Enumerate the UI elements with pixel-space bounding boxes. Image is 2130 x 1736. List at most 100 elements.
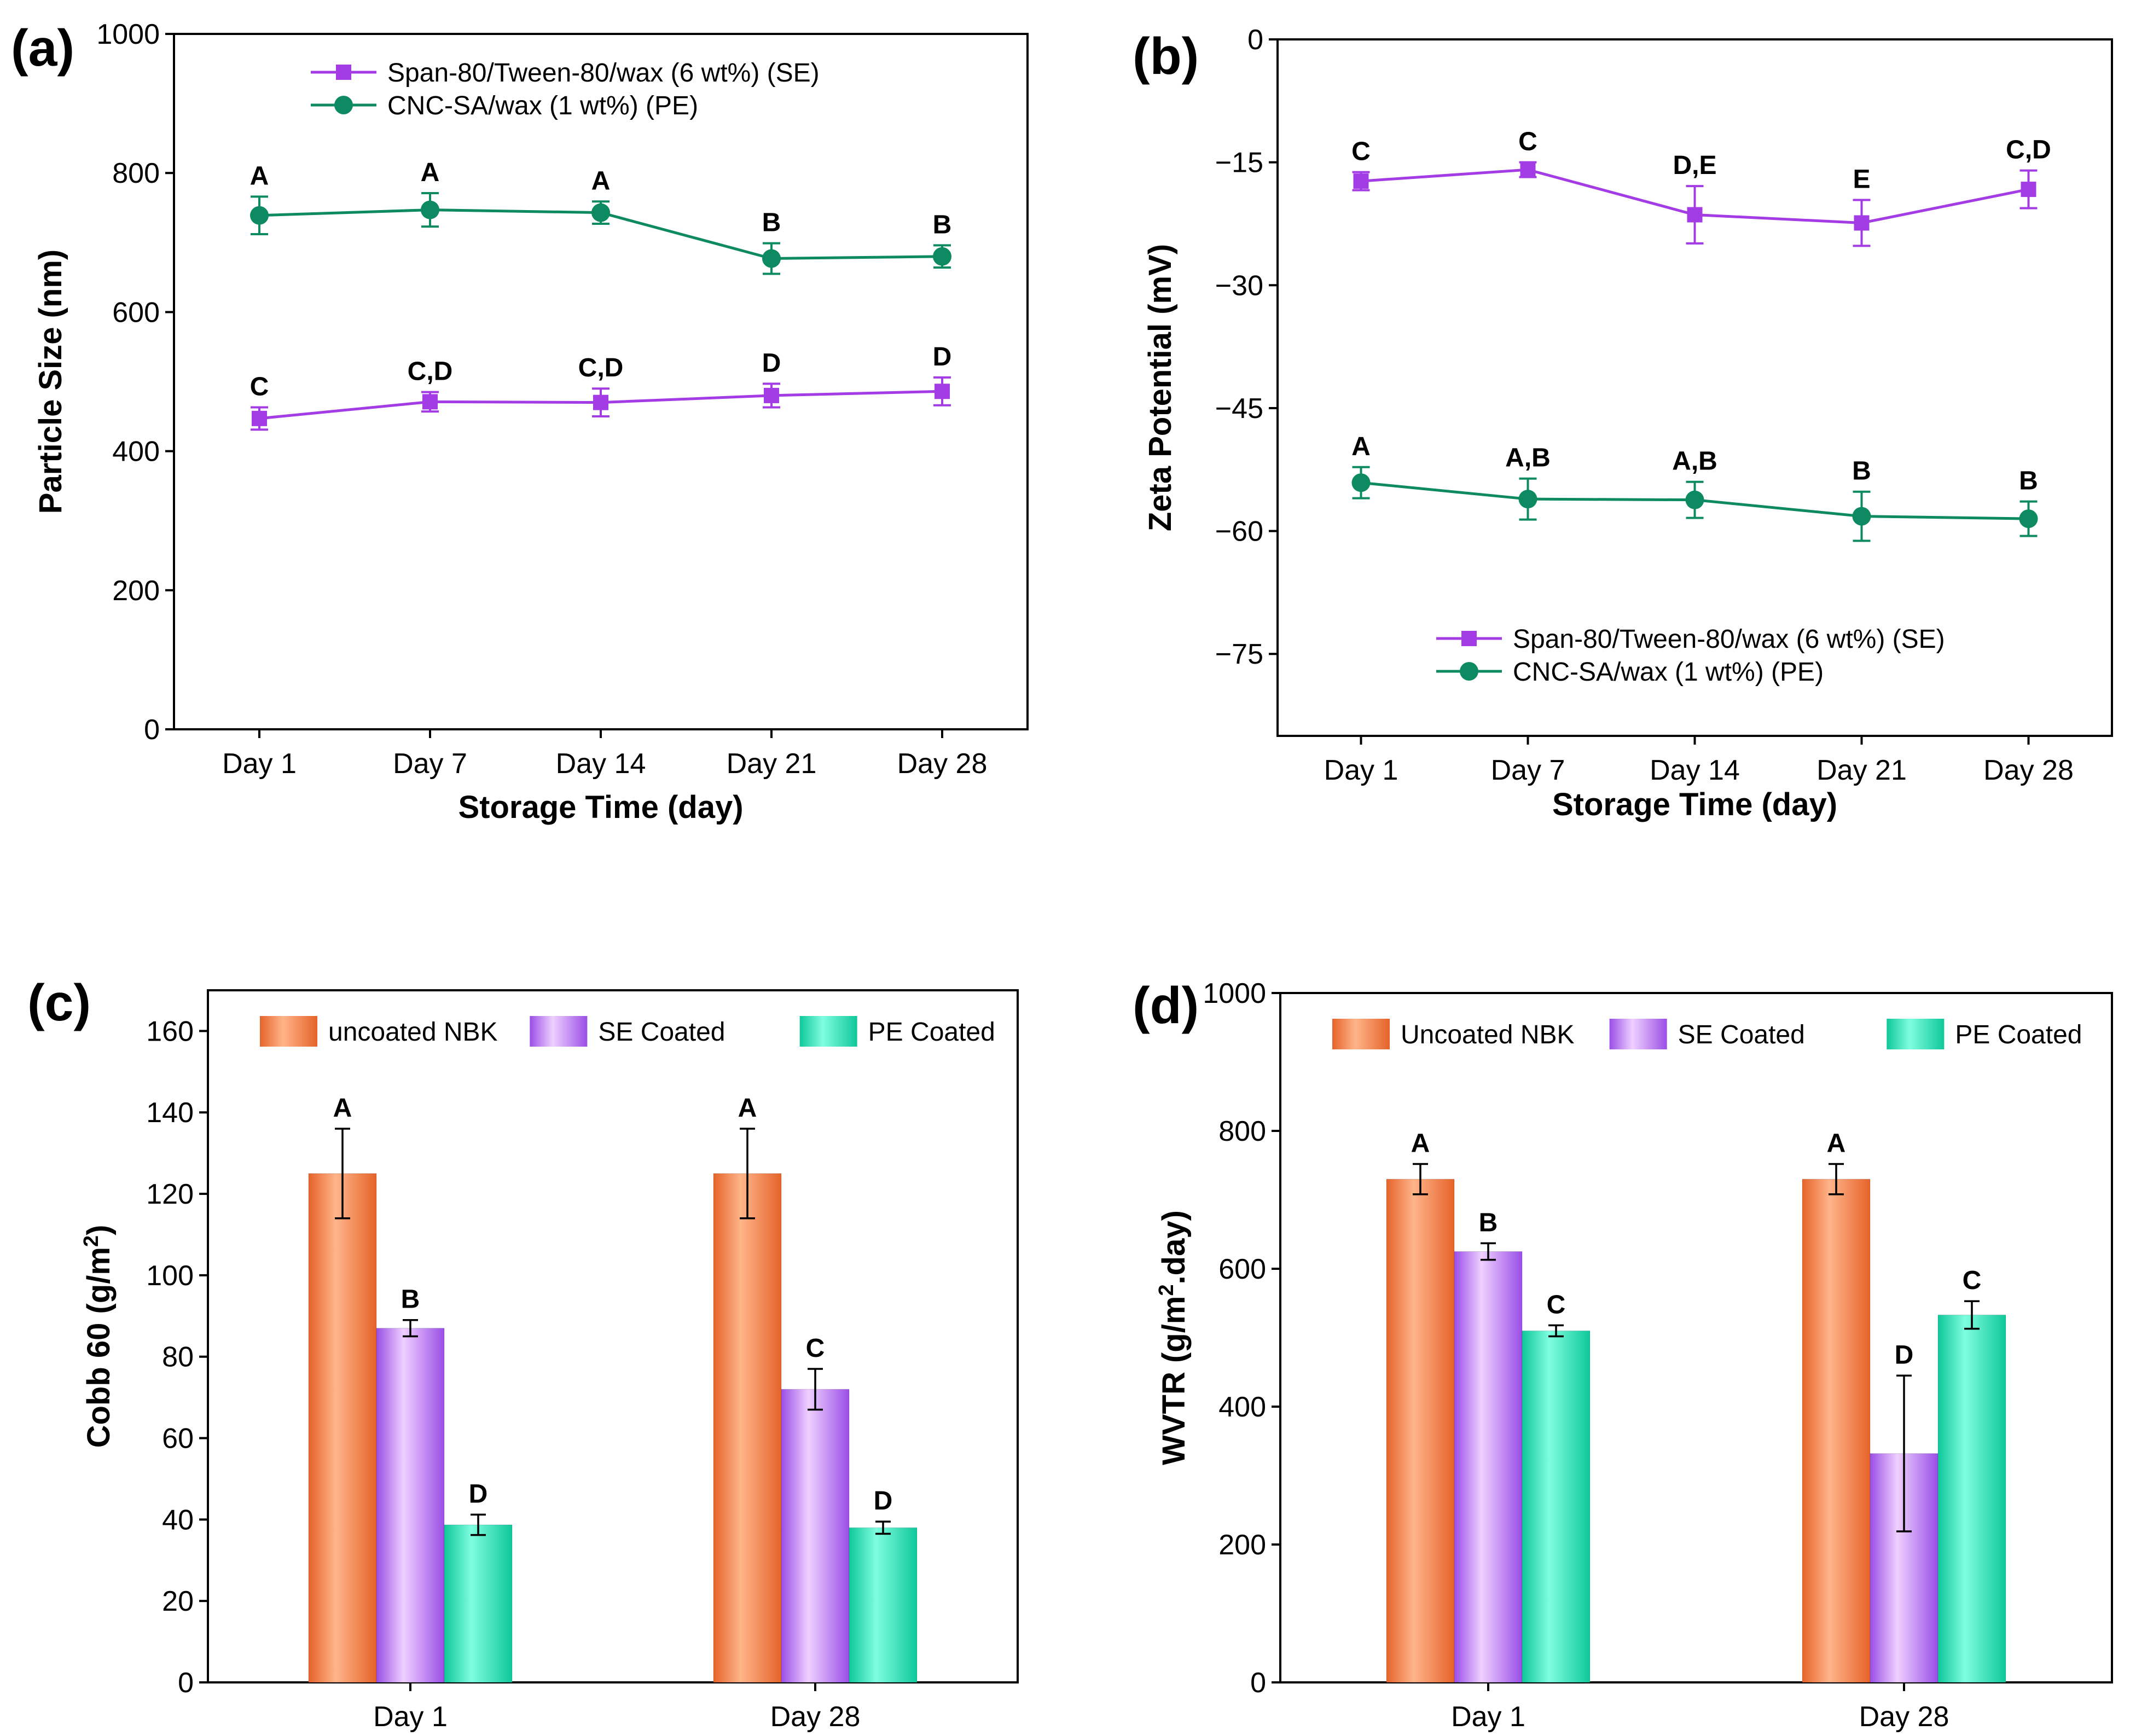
- y-tick-label: 140: [146, 1097, 194, 1129]
- series-pe: A A,B A,B B B: [1351, 432, 2038, 542]
- significance-label: D,E: [1673, 151, 1716, 180]
- bar: [781, 1389, 850, 1683]
- data-point: [421, 200, 439, 219]
- significance-label: B: [401, 1285, 420, 1314]
- bar: [849, 1527, 918, 1683]
- data-point: [933, 247, 951, 266]
- plot-frame: [207, 989, 1019, 1683]
- y-tick-label: 0: [144, 714, 160, 746]
- legend-swatch: [1887, 1019, 1945, 1049]
- legend-label: Span-80/Tween-80/wax (6 wt%) (SE): [1513, 625, 1945, 654]
- x-tick-label: Day 21: [727, 748, 817, 780]
- data-point: [935, 384, 950, 399]
- significance-label: C: [1351, 137, 1371, 166]
- legend-marker: [336, 65, 351, 80]
- significance-label: A,B: [1672, 447, 1717, 476]
- x-tick-label: Day 1: [222, 748, 297, 780]
- legend-label: PE Coated: [868, 1018, 995, 1047]
- series-se: BC: [376, 1285, 850, 1683]
- y-tick-label: 1000: [1203, 978, 1266, 1009]
- y-tick-label: 0: [178, 1667, 194, 1699]
- significance-label: A: [250, 161, 269, 190]
- legend-swatch: [799, 1016, 857, 1047]
- series-pe: CC: [1522, 1266, 2006, 1683]
- significance-label: A: [1411, 1129, 1430, 1158]
- legend-swatch: [1332, 1019, 1390, 1049]
- bar: [308, 1173, 377, 1683]
- significance-label: D: [762, 349, 781, 378]
- legend-swatch: [260, 1016, 317, 1047]
- x-axis-title: Storage Time (day): [458, 789, 743, 825]
- y-tick-label: 120: [146, 1178, 194, 1210]
- data-point: [1854, 215, 1870, 231]
- y-tick-label: 600: [112, 297, 160, 328]
- legend-label: SE Coated: [1678, 1020, 1805, 1049]
- series-se: C C D,E E C,D: [1351, 127, 2051, 247]
- panel-label: (d): [1133, 977, 1199, 1035]
- bar: [1937, 1314, 2006, 1683]
- data-point: [1518, 490, 1537, 509]
- legend-label: SE Coated: [598, 1018, 725, 1047]
- legend-marker: [334, 96, 353, 114]
- y-tick-label: 160: [146, 1015, 194, 1047]
- significance-label: C: [1518, 127, 1537, 156]
- bar: [1802, 1178, 1871, 1683]
- significance-label: A: [333, 1094, 352, 1123]
- significance-label: C: [806, 1334, 825, 1363]
- significance-label: A: [738, 1094, 757, 1123]
- y-tick-label: 0: [1250, 1667, 1266, 1699]
- significance-label: C,D: [408, 357, 453, 386]
- significance-label: D: [469, 1479, 488, 1508]
- data-point: [250, 206, 269, 225]
- y-tick-label: −15: [1215, 147, 1263, 179]
- y-tick-label: 400: [1218, 1391, 1266, 1423]
- panel-label: (a): [11, 19, 74, 77]
- data-point: [593, 394, 608, 410]
- x-tick-label: Day 1: [1324, 754, 1398, 786]
- significance-label: C,D: [2006, 136, 2051, 165]
- y-tick-label: 0: [1247, 24, 1263, 56]
- legend: Span-80/Tween-80/wax (6 wt%) (SE) CNC-SA/…: [311, 59, 820, 120]
- data-point: [591, 203, 610, 222]
- x-tick-label: Day 28: [770, 1701, 861, 1733]
- x-tick-label: Day 28: [1983, 754, 2074, 786]
- data-point: [1351, 473, 1371, 492]
- y-axis-title: Zeta Potential (mV): [1142, 244, 1178, 531]
- legend-marker: [1460, 662, 1478, 681]
- bar: [1522, 1330, 1591, 1683]
- y-tick-label: 800: [1218, 1116, 1266, 1147]
- y-tick-label: 100: [146, 1260, 194, 1292]
- significance-label: B: [762, 208, 781, 237]
- bar: [1454, 1251, 1523, 1683]
- legend-label: uncoated NBK: [328, 1018, 498, 1047]
- legend-label: PE Coated: [1955, 1020, 2082, 1049]
- chart-panel-d: (d) 0 200 400 600 800 1000 Day 1 Day 28 WVTR (g/m…: [1133, 977, 2113, 1733]
- x-tick-label: Day 1: [1451, 1701, 1525, 1733]
- y-axis-title: Particle Size (nm): [33, 249, 68, 514]
- y-tick-label: 400: [112, 436, 160, 468]
- y-tick-label: −60: [1215, 516, 1263, 548]
- y-axis-title: WVTR (g/m2.day): [1155, 1210, 1192, 1465]
- x-tick-label: Day 28: [1859, 1701, 1949, 1733]
- data-point: [1685, 490, 1704, 509]
- y-tick-label: 800: [112, 158, 160, 189]
- legend-label: CNC-SA/wax (1 wt%) (PE): [387, 91, 698, 120]
- x-tick-label: Day 21: [1816, 754, 1907, 786]
- legend-label: Uncoated NBK: [1401, 1020, 1575, 1049]
- legend-label: CNC-SA/wax (1 wt%) (PE): [1513, 658, 1824, 687]
- x-tick-label: Day 28: [897, 748, 988, 780]
- data-point: [762, 249, 781, 268]
- significance-label: B: [933, 210, 952, 239]
- significance-label: C: [1963, 1266, 1982, 1295]
- bar: [1386, 1178, 1455, 1683]
- significance-label: A: [591, 166, 611, 195]
- significance-label: C: [1547, 1290, 1566, 1319]
- y-tick-label: 40: [162, 1504, 194, 1536]
- y-tick-label: 200: [1218, 1529, 1266, 1561]
- significance-label: D: [1895, 1340, 1914, 1369]
- significance-label: D: [933, 342, 952, 371]
